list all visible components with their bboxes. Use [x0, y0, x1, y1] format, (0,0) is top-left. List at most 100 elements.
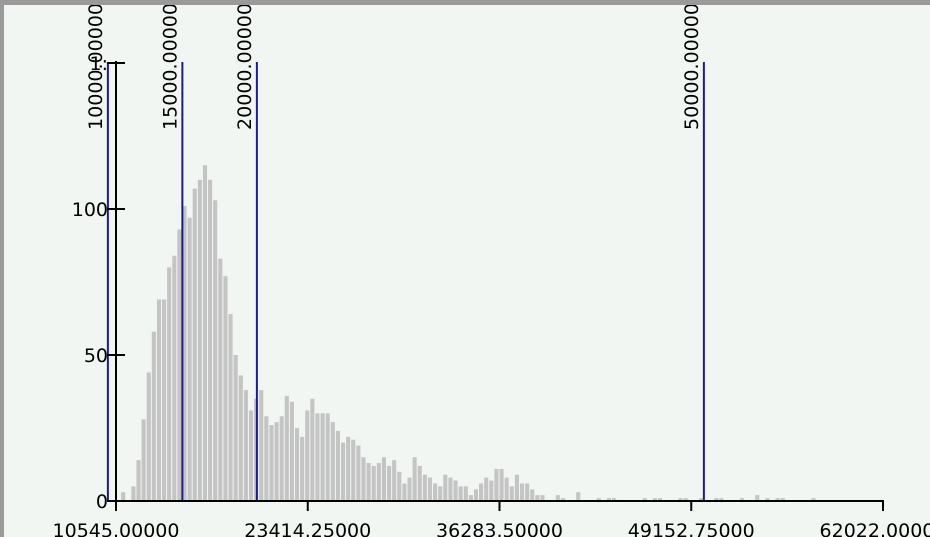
histogram-bar — [658, 498, 663, 501]
histogram-bar — [535, 495, 540, 501]
x-tick-label: 49152.75000 — [628, 520, 755, 537]
histogram-bar — [463, 486, 468, 501]
histogram-bar — [274, 422, 279, 501]
histogram-bar — [417, 465, 422, 501]
histogram-bar — [576, 492, 581, 501]
histogram-bar — [811, 498, 816, 501]
histogram-bar — [427, 477, 433, 501]
histogram-bar — [146, 372, 151, 501]
histogram-bar — [683, 498, 688, 501]
histogram-bar — [162, 299, 167, 501]
histogram-bar — [248, 410, 254, 501]
x-tick-label: 10545.00000 — [53, 520, 180, 537]
histogram-bar — [218, 258, 223, 501]
histogram-bar — [381, 457, 386, 501]
histogram-bar — [269, 425, 274, 501]
histogram-bar — [151, 331, 156, 501]
histogram-bar — [325, 413, 330, 501]
histogram-bar — [397, 471, 402, 501]
histogram-bar — [197, 179, 202, 502]
histogram-bar — [443, 474, 448, 501]
histogram-bar — [438, 486, 443, 501]
histogram-bar — [213, 200, 218, 502]
x-tick-label: 36283.50000 — [436, 520, 563, 537]
histogram-bar — [202, 165, 208, 501]
histogram-bar — [187, 217, 192, 501]
histogram-bar — [330, 422, 335, 501]
histogram-bar — [765, 498, 770, 501]
histogram-bar — [606, 498, 611, 501]
histogram-bar — [361, 457, 366, 501]
histogram-bar — [340, 442, 346, 501]
histogram-bar — [642, 498, 647, 501]
histogram-chart: 10000.00000 15000.00000 20000.00000 50000.0… — [53, 5, 930, 537]
histogram-bar — [392, 460, 397, 501]
histogram-bar — [172, 255, 177, 501]
histogram-bar — [433, 483, 438, 501]
histogram-bar — [509, 486, 514, 501]
histogram-bar — [136, 460, 141, 501]
histogram-bar — [519, 483, 525, 501]
histogram-bar — [351, 439, 356, 501]
histogram-bar — [780, 498, 785, 501]
histogram-bar — [489, 480, 494, 501]
x-tick-label: 62022.00000 — [820, 520, 930, 537]
histogram-bar — [412, 457, 417, 501]
histogram-bar — [525, 483, 530, 501]
y-tick-label: 1: — [90, 53, 109, 75]
histogram-bar — [233, 355, 238, 501]
histogram-bar — [223, 276, 228, 501]
reference-line-label: 20000.00000 — [234, 5, 256, 130]
histogram-bar — [371, 465, 376, 501]
histogram-bar — [407, 477, 412, 501]
histogram-bar — [294, 428, 300, 501]
histogram-bar — [376, 463, 381, 501]
histogram-bar — [479, 483, 484, 501]
histogram-bar — [652, 498, 658, 501]
reference-lines-group: 10000.00000 15000.00000 20000.00000 50000.0… — [85, 5, 705, 501]
histogram-bar — [504, 477, 509, 501]
histogram-bar — [540, 495, 545, 501]
histogram-bar — [775, 498, 780, 501]
histogram-bar — [739, 498, 744, 501]
reference-line-label: 15000.00000 — [159, 5, 181, 130]
histogram-bar — [182, 206, 187, 501]
y-tick-label: 0 — [96, 491, 108, 513]
histogram-bar — [264, 416, 269, 501]
histogram-bar — [305, 410, 310, 501]
histogram-bar — [719, 498, 724, 501]
histogram-bar — [611, 498, 617, 501]
histogram-bar — [259, 390, 264, 501]
histogram-bar — [346, 436, 351, 501]
histogram-bar — [560, 498, 565, 501]
axes-group: 10545.00000 23414.25000 36283.50000 49152.7… — [53, 53, 930, 537]
histogram-bar — [596, 498, 601, 501]
histogram-bar — [468, 495, 473, 501]
histogram-bar — [422, 474, 427, 501]
histogram-bar — [121, 492, 126, 501]
histogram-bar — [315, 413, 320, 501]
histogram-bar — [238, 375, 243, 501]
histogram-bar — [755, 495, 760, 501]
histogram-bar — [310, 398, 315, 501]
histogram-bar — [555, 495, 560, 501]
reference-line-label: 50000.00000 — [681, 5, 703, 130]
histogram-bar — [141, 419, 146, 501]
histogram-bar — [156, 299, 162, 501]
histogram-bar — [514, 474, 519, 501]
histogram-bar — [177, 229, 182, 501]
histogram-bar — [289, 401, 294, 501]
histogram-bar — [243, 390, 248, 501]
histogram-bar — [228, 314, 233, 501]
histogram-bar — [458, 486, 463, 501]
bars-group — [121, 165, 816, 502]
reference-line-label: 10000.00000 — [85, 5, 107, 130]
histogram-bar — [387, 465, 392, 501]
histogram-bar — [131, 486, 136, 501]
histogram-bar — [499, 468, 504, 501]
histogram-bar — [320, 413, 325, 501]
histogram-bar — [284, 395, 289, 501]
histogram-bar — [473, 489, 479, 501]
histogram-bar — [402, 483, 407, 501]
